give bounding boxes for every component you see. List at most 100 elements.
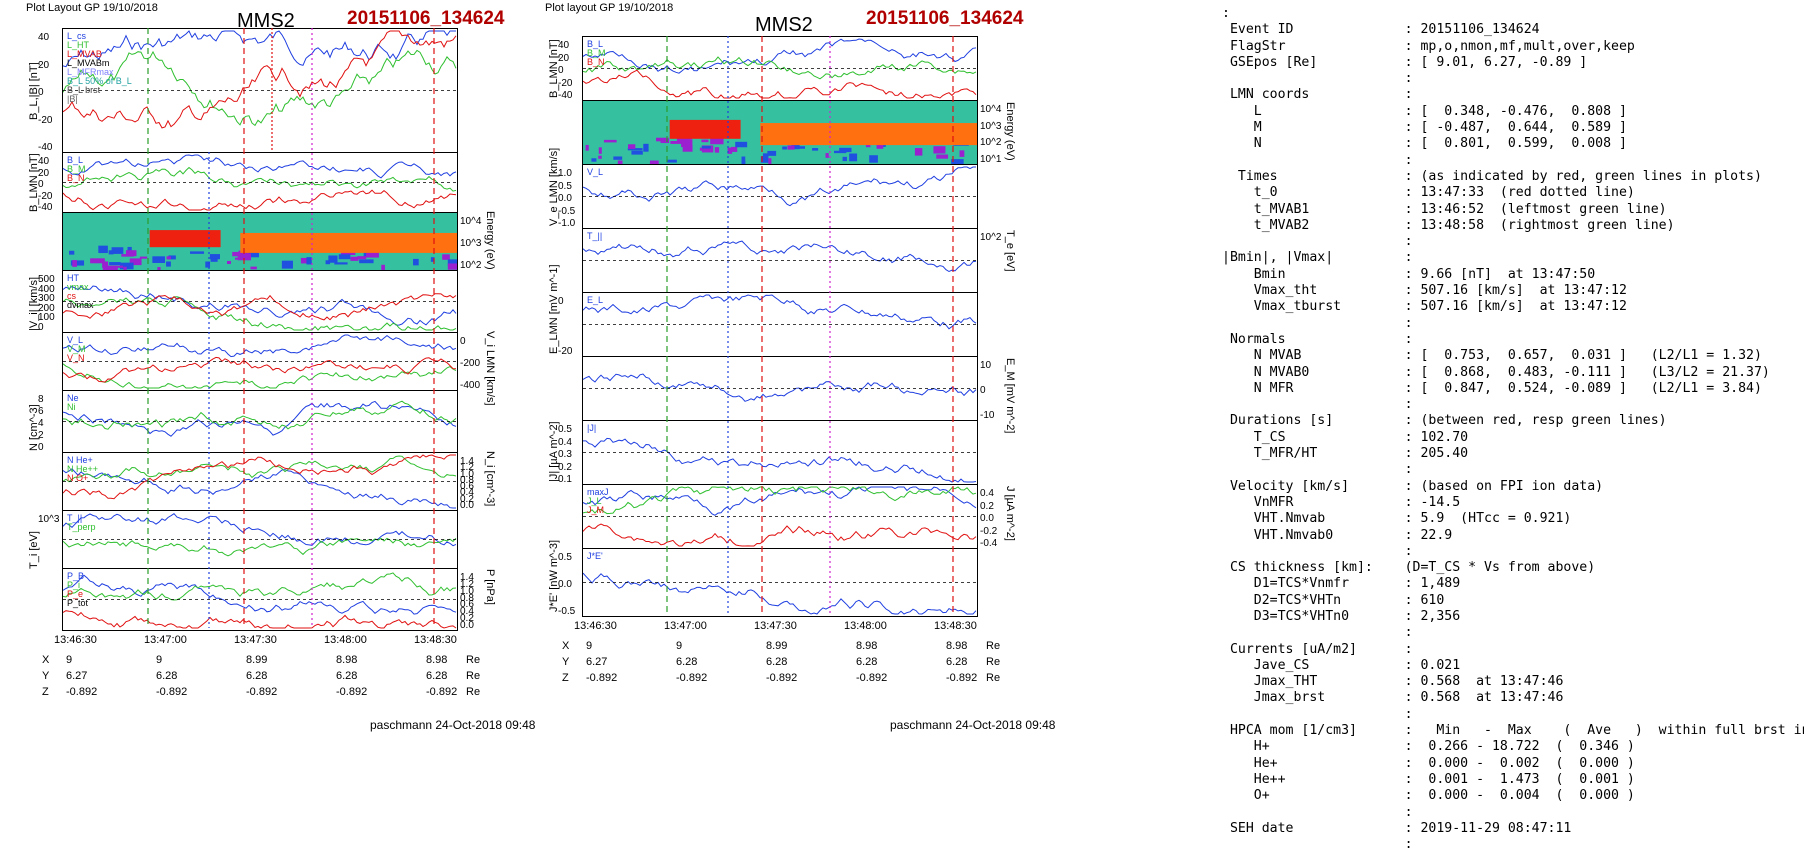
left-panel-6-tick-1: 1.2	[460, 462, 474, 474]
left-panel-0-legend-3: L_MVABm	[67, 58, 110, 68]
middle-panel-6: |J|	[582, 420, 978, 485]
middle-spectrogram-cell	[731, 146, 738, 152]
left-spectrogram-cell	[108, 250, 114, 255]
left-panel-4-tick-0: 0	[460, 336, 466, 347]
left-panel-1-series-0	[63, 154, 457, 179]
left-coord-Y-value: 6.28	[426, 670, 448, 682]
middle-panel-7-series-1	[583, 486, 977, 515]
left-coord-Z-value: -0.892	[156, 686, 188, 698]
left-panel-3-series-0	[63, 285, 457, 326]
middle-panel-6-tick-2: 0.3	[558, 449, 572, 460]
left-spectrogram-cell	[139, 256, 148, 259]
left-spectrogram-cell	[357, 256, 367, 260]
left-panel-8-legend-3: P_tot	[67, 598, 89, 608]
middle-panel-5-tick-1: 0	[980, 385, 986, 396]
left-spectrogram-cell	[359, 259, 374, 264]
left-panel-3-tick-1: 400	[38, 283, 55, 295]
left-panel-5: Ne Ni	[62, 390, 458, 453]
middle-spectrogram-cell	[951, 159, 964, 164]
middle-panel-8: J*E'	[582, 548, 978, 617]
left-panel-5-series-1	[63, 400, 457, 430]
left-panel-3-legend-2: cs	[67, 291, 76, 301]
left-spectrogram-cell	[300, 257, 307, 264]
left-panel-4-series-2	[63, 356, 457, 383]
middle-panel-0-legend-1: B_M	[587, 48, 606, 58]
left-panel-2	[62, 212, 458, 271]
left-panel-5-tick-4: 0	[38, 442, 44, 453]
middle-panel-2-tick-2: 0.0	[558, 193, 572, 204]
left-panel-7-series-1	[63, 537, 457, 557]
left-panel-6-series-1	[63, 455, 457, 483]
left-spectrogram-cell	[325, 260, 331, 265]
left-panel-4-legend-2: V_N	[67, 353, 85, 363]
middle-time-tick-1: 13:47:00	[664, 620, 707, 632]
left-coord-Y-unit: Re	[466, 670, 481, 682]
left-panel-0-legend-6: B_L brst	[67, 85, 101, 95]
left-spectrogram-cell	[281, 260, 293, 269]
left-spectrogram-cell	[227, 260, 231, 264]
left-panel-8-series-1	[63, 572, 457, 601]
middle-panel-0-tick-4: -40	[558, 90, 573, 101]
middle-spectrogram-cell	[741, 156, 746, 164]
middle-panel-7-legend-2: J_M	[587, 505, 605, 515]
middle-coord-X-unit: Re	[986, 640, 1001, 652]
middle-panel-7: maxJ J_L J_M	[582, 484, 978, 549]
left-spectrogram-hot2	[149, 230, 221, 248]
middle-panel-3-series-0	[583, 240, 977, 273]
middle-panel-7-tick-4: -0.4	[980, 538, 998, 549]
middle-coord-Y-value: 6.28	[856, 656, 878, 668]
left-panel-1-tick-2: 0	[38, 179, 44, 190]
left-spectrogram-cell	[98, 245, 108, 254]
middle-panel-5-ylabel: E_M [mV m^-2]	[1004, 358, 1016, 434]
left-spacecraft-title: MMS2	[237, 10, 295, 32]
left-panel-7-tick-0: 10^3	[38, 514, 60, 525]
middle-spectrogram-cell	[791, 141, 800, 150]
middle-coord-Y-value: 6.28	[946, 656, 968, 668]
left-spectrogram-cell	[210, 255, 218, 262]
left-panel-2-tick-2: 10^2	[460, 260, 482, 271]
left-panel-0-plot	[63, 30, 457, 129]
left-panel-3-tick-5: 0	[38, 322, 44, 333]
left-time-tick-3: 13:48:00	[324, 634, 367, 646]
left-coord-X-value: 8.99	[246, 654, 268, 666]
middle-spectrogram-cell	[834, 150, 847, 154]
left-time-tick-1: 13:47:00	[144, 634, 187, 646]
left-panel-3-plot	[63, 285, 457, 331]
middle-panel-0: B_L B_M B_N	[582, 36, 978, 101]
middle-panel-0-series-1	[583, 56, 977, 80]
left-coord-X-value: 8.98	[336, 654, 358, 666]
middle-spectrogram-cell	[839, 147, 852, 153]
middle-coord-X-value: 9	[586, 640, 593, 652]
middle-spectrogram-cell	[699, 147, 704, 151]
middle-panel-7-tick-0: 0.4	[980, 488, 994, 499]
middle-coord-Z-value: -0.892	[946, 672, 978, 684]
left-panel-1-series-2	[63, 189, 457, 211]
left-panel-8-tick-2: 1.0	[460, 585, 474, 597]
middle-time-tick-3: 13:48:00	[844, 620, 887, 632]
left-coord-Z-label: Z	[42, 686, 49, 698]
left-spectrogram-cell	[447, 259, 457, 266]
middle-panel-7-ylabel: J [µA m^-2]	[1004, 486, 1016, 541]
left-spectrogram-cell	[306, 257, 312, 265]
left-panel-7: T_|| T_perp	[62, 510, 458, 569]
left-coord-X-value: 8.98	[426, 654, 448, 666]
middle-panel-5-tick-2: -10	[980, 410, 995, 421]
left-spectrogram-cell	[127, 246, 132, 253]
left-panel-7-legend-1: T_perp	[67, 522, 96, 532]
left-spectrogram-cell	[250, 266, 257, 270]
left-panel-8-legend-2: P_e	[67, 589, 84, 599]
left-panel-4-series-0	[63, 334, 457, 358]
middle-spectrogram-cell	[603, 139, 617, 143]
event-info-text: : Event ID : 20151106_134624 FlagStr : m…	[1222, 6, 1804, 853]
left-spectrogram-cell	[381, 264, 385, 270]
left-coord-Z-value: -0.892	[426, 686, 458, 698]
middle-spectrogram-cell	[627, 144, 636, 149]
left-panel-2-ylabel: Energy (eV)	[484, 211, 496, 270]
middle-panel-0-series-0	[583, 38, 977, 74]
left-panel-6-legend-0: N He+	[67, 455, 93, 465]
left-panel-2-tick-0: 10^4	[460, 216, 482, 227]
middle-spectrogram-hot2	[669, 119, 741, 139]
middle-panel-3-ylabel: T_e [eV]	[1004, 230, 1016, 272]
left-time-tick-0: 13:46:30	[54, 634, 97, 646]
left-spectrogram-cell	[190, 251, 205, 254]
